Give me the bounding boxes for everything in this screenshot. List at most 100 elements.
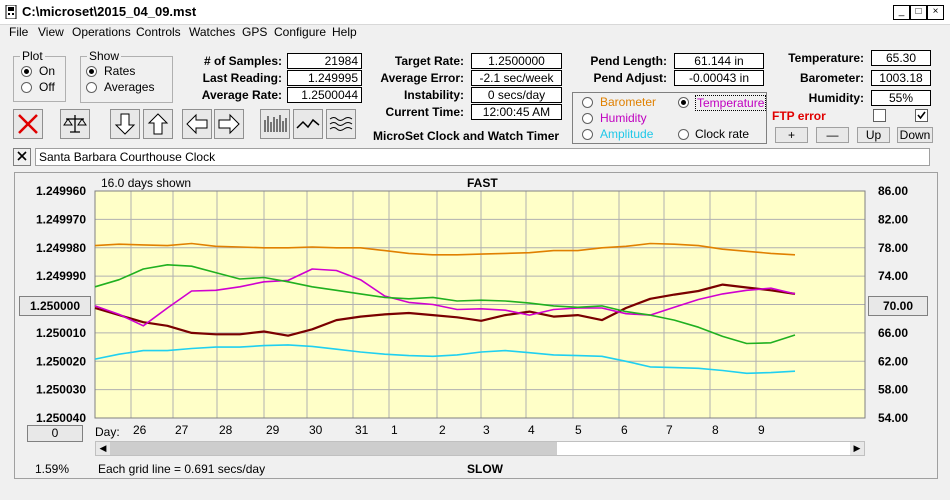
minimize-icon[interactable]: _ xyxy=(893,5,910,20)
scale-plus-button[interactable]: + xyxy=(775,127,808,143)
menu-configure[interactable]: Configure xyxy=(274,25,327,39)
series-line xyxy=(94,268,796,327)
average-rate-value: 1.2500044 xyxy=(287,87,362,103)
offset-button[interactable]: 0 xyxy=(27,425,83,442)
day-tick-label: 4 xyxy=(528,423,535,437)
day-tick-label: 6 xyxy=(621,423,628,437)
overlay-humidity-radio[interactable] xyxy=(582,113,593,124)
fast-label: FAST xyxy=(467,176,498,190)
bars-view-button[interactable] xyxy=(260,109,290,139)
day-axis-label: Day: xyxy=(95,425,120,439)
menu-view[interactable]: View xyxy=(38,25,64,39)
series-line xyxy=(94,242,796,256)
scroll-thumb[interactable] xyxy=(110,442,557,455)
scale-up-button[interactable]: Up xyxy=(857,127,890,143)
scroll-left-icon[interactable]: ◀ xyxy=(99,443,107,453)
day-tick-label: 27 xyxy=(175,423,189,437)
left-axis-center-button[interactable]: 1.250000 xyxy=(19,296,91,316)
arrow-right-icon xyxy=(218,113,240,135)
average-error-label: Average Error: xyxy=(380,71,464,85)
overlay-temperature-label: Temperature xyxy=(695,95,767,111)
overlay-amplitude-radio[interactable] xyxy=(582,129,593,140)
day-tick-label: 5 xyxy=(575,423,582,437)
average-error-value: -2.1 sec/week xyxy=(471,70,562,86)
right-tick-label: 86.00 xyxy=(878,184,908,198)
right-tick-label: 62.00 xyxy=(878,354,908,368)
plot-off-label: Off xyxy=(39,80,55,94)
humidity-value: 55% xyxy=(871,90,931,106)
last-reading-value: 1.249995 xyxy=(287,70,362,86)
overlay-barometer-radio[interactable] xyxy=(582,97,593,108)
day-tick-label: 28 xyxy=(219,423,233,437)
samples-label: # of Samples: xyxy=(203,54,282,68)
grid-note: Each grid line = 0.691 secs/day xyxy=(98,462,266,476)
arrow-up-icon xyxy=(147,113,169,135)
right-tick-label: 54.00 xyxy=(878,411,908,425)
right-tick-label: 66.00 xyxy=(878,326,908,340)
last-reading-label: Last Reading: xyxy=(202,71,282,85)
close-icon xyxy=(17,151,27,161)
horizontal-scrollbar[interactable]: ◀ ▶ xyxy=(95,441,865,456)
overlay-selector: Barometer Temperature Humidity Amplitude… xyxy=(572,92,767,144)
menu-operations[interactable]: Operations xyxy=(72,25,131,39)
menu-file[interactable]: File xyxy=(9,25,29,39)
right-tick-label: 58.00 xyxy=(878,383,908,397)
stop-button[interactable] xyxy=(13,109,43,139)
description-input[interactable]: Santa Barbara Courthouse Clock xyxy=(35,148,930,166)
day-tick-label: 7 xyxy=(666,423,673,437)
menu-gps[interactable]: GPS xyxy=(242,25,268,39)
current-time-label: Current Time: xyxy=(385,105,464,119)
arrow-down-icon xyxy=(114,113,136,135)
close-icon[interactable]: × xyxy=(927,5,944,20)
instability-value: 0 secs/day xyxy=(471,87,562,103)
show-rates-radio[interactable] xyxy=(86,66,97,77)
red-x-icon xyxy=(18,114,38,134)
clear-description-button[interactable] xyxy=(13,148,31,166)
plot-off-radio[interactable] xyxy=(21,82,32,93)
ftp-checkbox-1[interactable] xyxy=(873,109,886,122)
overlay-temperature-radio[interactable] xyxy=(678,97,689,108)
right-axis-center-button[interactable]: 70.00 xyxy=(868,296,928,316)
overlay-barometer-label: Barometer xyxy=(600,95,657,109)
scroll-right-icon[interactable]: ▶ xyxy=(853,443,861,453)
series-line xyxy=(94,264,796,345)
series-line xyxy=(94,344,796,375)
overlay-clockrate-radio[interactable] xyxy=(678,129,689,140)
app-icon xyxy=(5,5,17,19)
menu-watches[interactable]: Watches xyxy=(189,25,236,39)
scale-down-button[interactable]: Down xyxy=(897,127,933,143)
window-title: C:\microset\2015_04_09.mst xyxy=(22,4,197,19)
show-averages-radio[interactable] xyxy=(86,82,97,93)
checkmark-icon xyxy=(917,111,926,120)
maximize-icon[interactable]: □ xyxy=(910,5,927,20)
plot-group-caption: Plot xyxy=(20,49,45,63)
percent-label: 1.59% xyxy=(35,462,70,476)
show-group-caption: Show xyxy=(87,49,122,63)
balance-button[interactable] xyxy=(60,109,90,139)
left-tick-label: 1.249960 xyxy=(36,184,86,198)
arrow-down-button[interactable] xyxy=(110,109,140,139)
wave-view-button[interactable] xyxy=(326,109,356,139)
left-tick-label: 1.249980 xyxy=(36,241,86,255)
wave-lines-icon xyxy=(329,117,353,131)
plot-on-radio[interactable] xyxy=(21,66,32,77)
humidity-label: Humidity: xyxy=(808,91,864,105)
show-averages-label: Averages xyxy=(104,80,155,94)
temperature-value: 65.30 xyxy=(871,50,931,66)
menu-controls[interactable]: Controls xyxy=(136,25,181,39)
pend-length-value: 61.144 in xyxy=(674,53,764,69)
arrow-right-button[interactable] xyxy=(214,109,244,139)
arrow-left-button[interactable] xyxy=(182,109,212,139)
target-rate-value: 1.2500000 xyxy=(471,53,562,69)
arrow-left-icon xyxy=(186,113,208,135)
title-bar: C:\microset\2015_04_09.mst _ □ × xyxy=(0,0,950,25)
scale-minus-button[interactable]: — xyxy=(816,127,849,143)
line-view-button[interactable] xyxy=(293,109,323,139)
line-graph-icon xyxy=(296,118,320,129)
barometer-value: 1003.18 xyxy=(871,70,931,86)
left-tick-label: 1.250010 xyxy=(36,326,86,340)
scroll-track[interactable] xyxy=(557,442,850,455)
ftp-checkbox-2[interactable] xyxy=(915,109,928,122)
arrow-up-button[interactable] xyxy=(143,109,173,139)
menu-help[interactable]: Help xyxy=(332,25,357,39)
